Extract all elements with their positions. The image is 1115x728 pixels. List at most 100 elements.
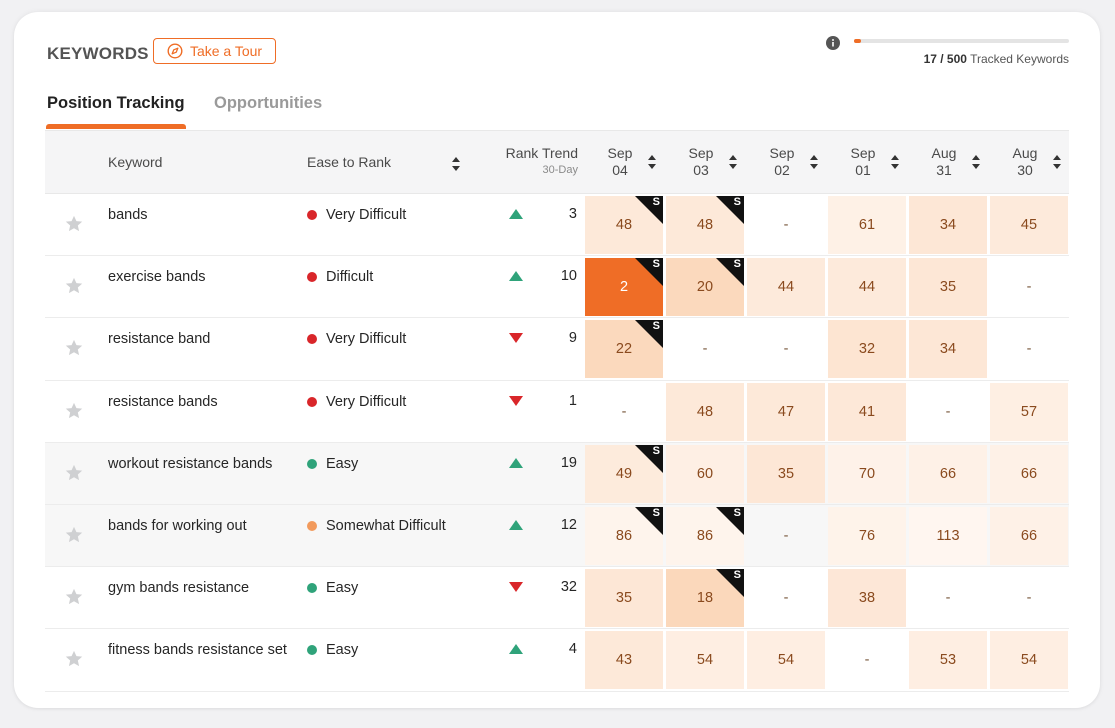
keyword-text[interactable]: bands	[108, 207, 148, 223]
rank-cell[interactable]: -	[747, 196, 825, 254]
star-icon[interactable]	[64, 525, 84, 550]
rank-cell[interactable]: -	[585, 383, 663, 441]
table-row[interactable]: resistance bands Very Difficult 1 - 48 47 41 - 5…	[45, 381, 1069, 443]
sort-ease-icon[interactable]	[452, 157, 460, 171]
table-row[interactable]: bands Very Difficult 3 48 S 48 S - 61 34 45	[45, 194, 1069, 257]
sort-date-icon[interactable]	[972, 155, 980, 169]
ease-to-rank: Difficult	[307, 269, 373, 285]
rank-cell[interactable]: 54	[666, 631, 744, 690]
star-icon[interactable]	[64, 214, 84, 239]
table-row[interactable]: bands for working out Somewhat Difficult 1…	[45, 504, 1069, 568]
rank-value: 20	[696, 279, 714, 296]
rank-cell[interactable]: 86 S	[585, 506, 663, 565]
tab-position-tracking[interactable]: Position Tracking	[47, 94, 185, 112]
rank-cell[interactable]: 61	[828, 196, 906, 254]
keyword-text[interactable]: exercise bands	[108, 269, 206, 286]
keyword-text[interactable]: gym bands resistance	[108, 580, 250, 597]
table-row[interactable]: resistance band Very Difficult 9 22 S - - 32 34 -	[45, 318, 1069, 381]
column-header-date[interactable]: Aug 31	[924, 145, 964, 179]
column-header-date[interactable]: Sep 02	[762, 145, 802, 179]
rank-cell[interactable]: 66	[990, 506, 1068, 565]
rank-value: -	[945, 403, 951, 420]
sort-date-icon[interactable]	[1053, 155, 1061, 169]
rank-cell[interactable]: 18 S	[666, 569, 744, 628]
rank-cell[interactable]: 70	[828, 444, 906, 503]
star-icon[interactable]	[64, 401, 84, 426]
rank-cell[interactable]: 38	[828, 569, 906, 628]
rank-trend-value: 4	[568, 641, 577, 658]
keyword-text[interactable]: fitness bands resistance set	[108, 642, 287, 659]
rank-cell[interactable]: -	[666, 320, 744, 378]
info-icon[interactable]	[826, 36, 840, 50]
rank-cell[interactable]: -	[909, 569, 987, 627]
rank-cell[interactable]: 66	[990, 444, 1068, 503]
rank-cell[interactable]: 48 S	[666, 196, 744, 254]
rank-cell[interactable]: 45	[990, 196, 1068, 254]
rank-cell[interactable]: -	[990, 320, 1068, 378]
rank-cell[interactable]: 20 S	[666, 258, 744, 317]
rank-cell[interactable]: -	[990, 569, 1068, 627]
rank-cell[interactable]: 53	[909, 631, 987, 690]
star-icon[interactable]	[64, 276, 84, 301]
rank-cell[interactable]: -	[747, 507, 825, 565]
keyword-text[interactable]: workout resistance bands	[108, 455, 273, 472]
rank-cell[interactable]: 54	[747, 631, 825, 690]
table-row[interactable]: workout resistance bands Easy 19 49 S 60 35 70 6…	[45, 442, 1069, 505]
sort-date-icon[interactable]	[810, 155, 818, 169]
star-icon[interactable]	[64, 338, 84, 363]
keyword-text[interactable]: resistance band	[108, 331, 211, 348]
rank-cell[interactable]: 76	[828, 506, 906, 565]
rank-cell[interactable]: 34	[909, 196, 987, 254]
column-header-date[interactable]: Sep 03	[681, 145, 721, 179]
rank-cell[interactable]: 48	[666, 382, 744, 441]
column-header-date[interactable]: Aug 30	[1005, 145, 1045, 179]
rank-cell[interactable]: -	[990, 258, 1068, 316]
rank-cell[interactable]: 86 S	[666, 506, 744, 565]
rank-cell[interactable]: 34	[909, 320, 987, 379]
rank-cell[interactable]: 35	[909, 258, 987, 317]
rank-cell[interactable]: 66	[909, 444, 987, 503]
rank-cell[interactable]: 113	[909, 506, 987, 565]
rank-cell[interactable]: 35	[585, 569, 663, 628]
table-row[interactable]: exercise bands Difficult 10 2 S 20 S 44 44 35-	[45, 256, 1069, 319]
rank-value: -	[1026, 279, 1032, 296]
column-header-date[interactable]: Sep 01	[843, 145, 883, 179]
rank-cell[interactable]: -	[747, 320, 825, 378]
tab-opportunities[interactable]: Opportunities	[214, 94, 323, 112]
rank-cell[interactable]: 54	[990, 631, 1068, 690]
rank-cell[interactable]: -	[909, 383, 987, 441]
rank-cell[interactable]: 22 S	[585, 320, 663, 379]
rank-value: -	[783, 590, 789, 607]
star-icon[interactable]	[64, 463, 84, 488]
rank-cell[interactable]: 41	[828, 382, 906, 441]
ease-to-rank: Easy	[307, 456, 358, 472]
rank-cell[interactable]: 32	[828, 320, 906, 379]
column-header-date[interactable]: Sep 04	[600, 145, 640, 179]
table-row[interactable]: fitness bands resistance set Easy 4 43 54 54 -…	[45, 629, 1069, 692]
take-a-tour-button[interactable]: Take a Tour	[153, 38, 276, 64]
sort-date-icon[interactable]	[729, 155, 737, 169]
rank-cell[interactable]: 44	[747, 258, 825, 317]
star-icon[interactable]	[64, 649, 84, 674]
rank-cell[interactable]: 35	[747, 444, 825, 503]
rank-cell[interactable]: 57	[990, 382, 1068, 441]
rank-cell[interactable]: 44	[828, 258, 906, 317]
table-row[interactable]: gym bands resistance Easy 32 35 18 S - 38 - -	[45, 567, 1069, 630]
date-day: 31	[936, 162, 952, 178]
keyword-text[interactable]: bands for working out	[108, 517, 247, 534]
star-icon[interactable]	[64, 587, 84, 612]
rank-cell[interactable]: -	[747, 569, 825, 627]
rank-cell[interactable]: 60	[666, 444, 744, 503]
sort-date-icon[interactable]	[891, 155, 899, 169]
rank-cell[interactable]: 43	[585, 631, 663, 690]
rank-cell[interactable]: 49 S	[585, 444, 663, 503]
keyword-text[interactable]: resistance bands	[108, 393, 218, 410]
rank-value: -	[621, 403, 627, 420]
rank-cell[interactable]: 48 S	[585, 196, 663, 254]
sort-date-icon[interactable]	[648, 155, 656, 169]
column-header-ease[interactable]: Ease to Rank	[307, 154, 392, 170]
rank-cell[interactable]: 47	[747, 382, 825, 441]
rank-cell[interactable]: -	[828, 631, 906, 689]
column-header-keyword[interactable]: Keyword	[108, 154, 163, 170]
